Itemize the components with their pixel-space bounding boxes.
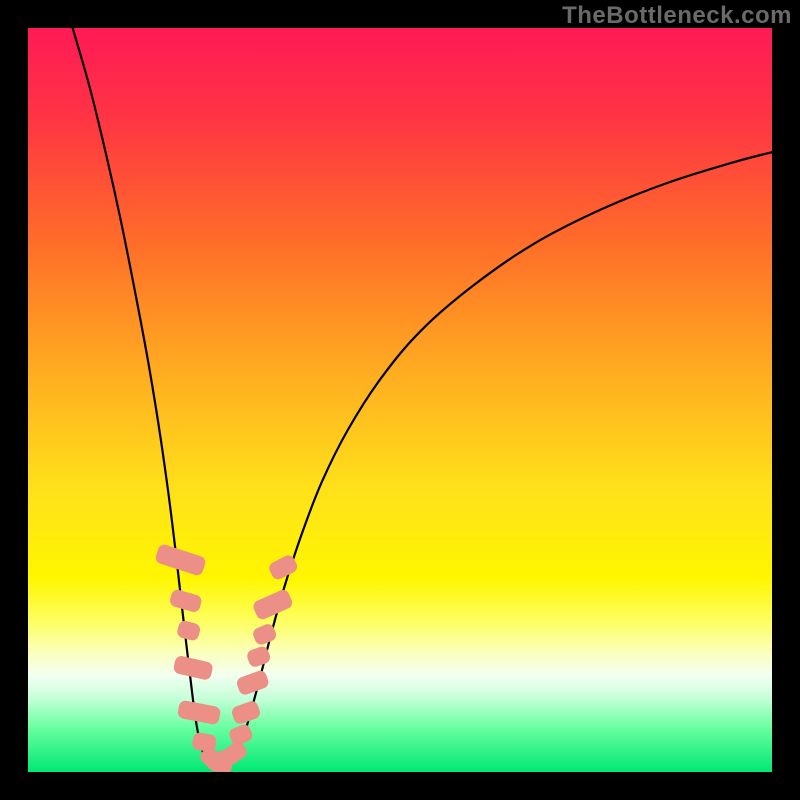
plot-area [28,28,772,772]
watermark-text: TheBottleneck.com [562,2,792,30]
chart-svg [28,28,772,772]
gradient-background [28,28,772,772]
stage: TheBottleneck.com [0,0,800,800]
